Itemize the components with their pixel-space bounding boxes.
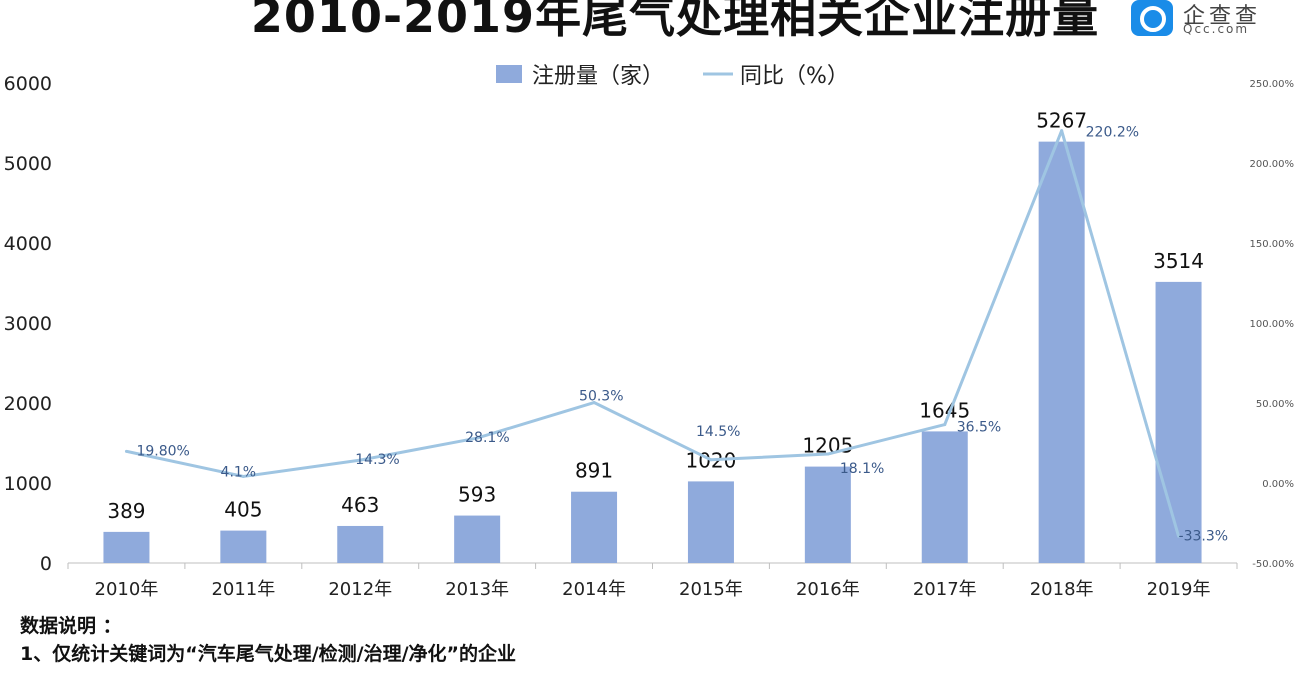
yoy-value-label: 14.5% [696,424,740,440]
y-left-tick-label: 6000 [4,73,52,95]
yoy-value-label: 28.1% [465,430,509,446]
yoy-value-label: 14.3% [355,452,399,468]
yoy-point [592,401,596,405]
x-tick-label: 2017年 [913,579,977,600]
yoy-point [475,436,479,440]
yoy-value-label: -33.3% [1179,528,1229,544]
notes-heading: 数据说明 ： [20,615,122,637]
bar [103,531,150,563]
y-left-tick-label: 0 [40,553,52,575]
yoy-point [1060,129,1064,133]
bar-value-label: 593 [458,483,496,507]
yoy-value-label: 4.1% [221,464,257,480]
bar [220,530,267,563]
x-tick-label: 2018年 [1030,579,1094,600]
bar [454,515,501,563]
y-left-tick-label: 5000 [4,153,52,175]
yoy-point [1177,534,1181,538]
bar [1038,141,1085,563]
legend-swatch-bar [496,65,522,83]
logo-text-cn: 企查查 [1183,4,1262,29]
x-tick-label: 2015年 [679,579,743,600]
y-right-tick-label: -50.00% [1252,559,1294,570]
bar [921,431,968,563]
bar [337,525,384,563]
bar-value-label: 463 [341,493,379,517]
x-tick-label: 2016年 [796,579,860,600]
y-left-tick-label: 3000 [4,313,52,335]
chart-title: 2010-2019年尾气处理相关企业注册量 [250,0,1100,43]
x-tick-label: 2013年 [445,579,509,600]
notes-line-1: 1、仅统计关键词为“汽车尾气处理/检测/治理/净化”的企业 [20,643,517,665]
y-left-tick-label: 1000 [4,473,52,495]
yoy-point [709,458,713,462]
bar [571,491,618,563]
yoy-value-label: 18.1% [840,461,884,477]
plot-area: 0 1000 2000 3000 4000 5000 6000 -50.00% 0.00% 50.… [4,73,1294,600]
bar [1155,281,1202,563]
y-right-tick-label: 250.00% [1250,79,1295,90]
bar [804,466,851,563]
yoy-value-label: 36.5% [957,420,1001,436]
y-right-tick-label: 0.00% [1262,479,1294,490]
bar-value-label: 5267 [1036,109,1087,133]
legend-label-line: 同比（%） [740,64,849,89]
bar-value-label: 405 [224,498,262,522]
bar-value-label: 891 [575,459,613,483]
x-tick-label: 2011年 [211,579,275,600]
bar-value-label: 3514 [1153,249,1204,273]
data-notes: 数据说明 ： 1、仅统计关键词为“汽车尾气处理/检测/治理/净化”的企业 [20,612,516,668]
logo-text-en: Qcc.com [1183,22,1250,36]
bar-value-label: 1645 [919,398,970,422]
y-right-tick-label: 150.00% [1250,239,1295,250]
x-tick-label: 2012年 [328,579,392,600]
legend-label-bar: 注册量（家） [532,64,664,89]
yoy-value-label: 220.2% [1086,125,1139,141]
qcc-logo: 企查查 Qcc.com [1131,0,1291,40]
yoy-point [826,452,830,456]
yoy-point [124,449,128,453]
y-right-tick-label: 50.00% [1256,399,1294,410]
y-right-tick-label: 200.00% [1250,159,1295,170]
yoy-value-label: 19.80% [136,443,189,459]
yoy-value-label: 50.3% [579,389,623,405]
yoy-point [358,458,362,462]
y-left-tick-label: 4000 [4,233,52,255]
qcc-logo-icon [1131,0,1173,36]
yoy-growth-line [126,129,1180,537]
x-tick-label: 2014年 [562,579,626,600]
yoy-point [241,474,245,478]
x-tick-label: 2010年 [95,579,159,600]
bar [687,481,734,563]
y-left-tick-label: 2000 [4,393,52,415]
x-tick-label: 2019年 [1147,579,1211,600]
y-right-tick-label: 100.00% [1250,319,1295,330]
bar-value-label: 389 [107,499,145,523]
legend: 注册量（家） 同比（%） [496,64,849,89]
chart-canvas: 注册量（家） 同比（%） 0 1000 2000 3000 4000 5000 6000 -5… [4,64,1294,600]
yoy-point [943,423,947,427]
